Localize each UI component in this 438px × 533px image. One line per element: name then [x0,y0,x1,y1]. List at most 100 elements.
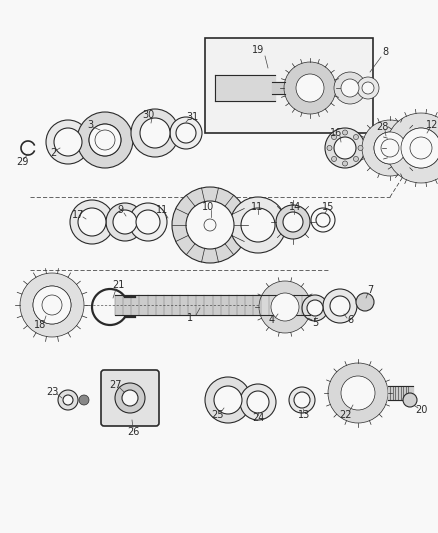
Circle shape [343,161,347,166]
Circle shape [325,128,365,168]
Circle shape [283,212,303,232]
Circle shape [170,117,202,149]
Circle shape [341,79,359,97]
Text: 10: 10 [202,202,214,212]
Text: 9: 9 [117,205,123,215]
Text: 5: 5 [312,318,318,328]
Circle shape [241,208,275,242]
Circle shape [403,393,417,407]
Circle shape [276,205,310,239]
Circle shape [362,82,374,94]
Circle shape [54,128,82,156]
Circle shape [401,128,438,168]
Text: 31: 31 [186,112,198,122]
Text: 20: 20 [415,405,427,415]
FancyBboxPatch shape [101,370,159,426]
Circle shape [323,289,357,323]
Circle shape [204,219,216,231]
Circle shape [374,132,406,164]
Circle shape [401,128,438,168]
Circle shape [77,112,133,168]
Circle shape [240,384,276,420]
Text: 28: 28 [376,122,388,132]
Circle shape [63,395,73,405]
Circle shape [362,120,418,176]
Circle shape [122,390,138,406]
Circle shape [33,286,71,324]
Text: 16: 16 [330,128,342,138]
Circle shape [205,377,251,423]
Circle shape [214,386,242,414]
Circle shape [247,391,269,413]
Circle shape [328,363,388,423]
Text: 18: 18 [34,320,46,330]
Circle shape [327,146,332,150]
Circle shape [302,295,328,321]
Circle shape [136,210,160,234]
Circle shape [196,211,224,239]
Circle shape [343,130,347,135]
Circle shape [176,123,196,143]
Text: 17: 17 [72,210,84,220]
Circle shape [42,295,62,315]
Text: 24: 24 [252,413,264,423]
Circle shape [230,197,286,253]
Circle shape [294,392,310,408]
Circle shape [284,62,336,114]
Circle shape [131,109,179,157]
Circle shape [410,137,432,159]
Circle shape [70,200,114,244]
Circle shape [95,130,115,150]
Circle shape [332,157,336,161]
Bar [205,38,373,133]
Text: 23: 23 [46,387,58,397]
Text: 6: 6 [347,315,353,325]
Circle shape [357,77,379,99]
Circle shape [296,74,324,102]
Circle shape [358,146,363,150]
Text: 4: 4 [269,315,275,325]
Circle shape [356,293,374,311]
Circle shape [374,132,406,164]
Text: 19: 19 [252,45,264,55]
Text: 11: 11 [251,202,263,212]
Circle shape [334,137,356,159]
Circle shape [89,124,121,156]
Circle shape [307,300,323,316]
Text: 11: 11 [156,205,168,215]
Circle shape [113,210,137,234]
Circle shape [58,390,78,410]
Text: 14: 14 [289,202,301,212]
Circle shape [33,286,71,324]
Text: 15: 15 [322,202,334,212]
Circle shape [334,72,366,104]
Circle shape [353,134,358,140]
Text: 30: 30 [142,110,154,120]
Circle shape [129,203,167,241]
Text: 12: 12 [426,120,438,130]
Text: 21: 21 [112,280,124,290]
Circle shape [172,187,248,263]
Circle shape [78,208,106,236]
Circle shape [353,157,358,161]
Circle shape [259,281,311,333]
Text: 8: 8 [382,47,388,57]
Circle shape [386,113,438,183]
Text: 27: 27 [110,380,122,390]
Circle shape [106,203,144,241]
Text: 3: 3 [87,120,93,130]
Text: 2: 2 [50,148,56,158]
Circle shape [79,395,89,405]
Text: 13: 13 [298,410,310,420]
Text: 29: 29 [16,157,28,167]
Circle shape [89,124,121,156]
Circle shape [46,120,90,164]
Circle shape [332,134,336,140]
Text: 22: 22 [339,410,351,420]
Circle shape [140,118,170,148]
Text: 26: 26 [127,427,139,437]
Circle shape [115,383,145,413]
Text: 25: 25 [212,410,224,420]
Circle shape [381,139,399,157]
Circle shape [271,293,299,321]
